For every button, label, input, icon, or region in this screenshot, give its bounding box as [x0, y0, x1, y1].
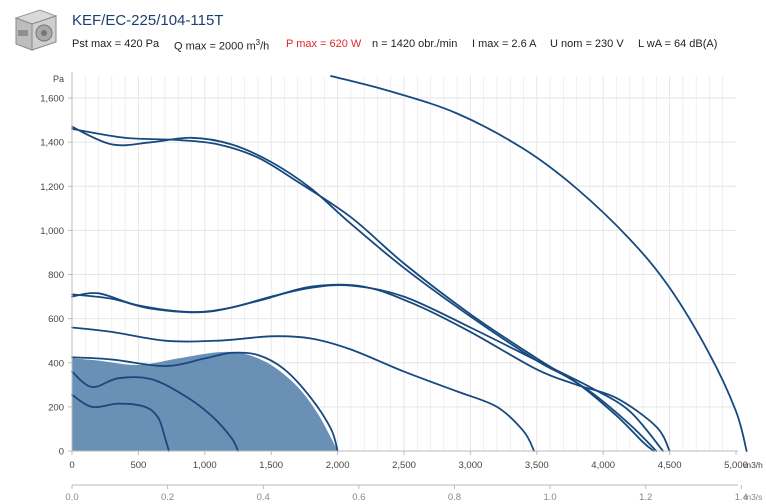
y-tick-label: 1,200	[40, 182, 64, 193]
x-tick-label: 1,000	[193, 460, 217, 471]
y-tick-label: 400	[48, 358, 64, 369]
y-axis-unit: Pa	[53, 74, 64, 84]
fan-performance-chart: 0 200 400 600 800 1,000 1,200 1,400 1,600 Pa 0 500 1…	[40, 72, 763, 503]
x-tick-label: 2,000	[326, 460, 350, 471]
spec-i: I max = 2.6 A	[472, 38, 537, 50]
x-tick-label: 3,500	[525, 460, 549, 471]
spec-u: U nom = 230 V	[550, 38, 624, 50]
x-tick-label: 5,000	[724, 460, 748, 471]
y-tick-label: 200	[48, 402, 64, 413]
y-tick-label: 1,400	[40, 138, 64, 149]
performance-curve-5	[71, 283, 671, 452]
y-tick-label: 1,000	[40, 226, 64, 237]
y-tick-label: 800	[48, 270, 64, 281]
x-tick-label: 0	[69, 460, 74, 471]
spec-q: Q max = 2000 m3/h	[174, 38, 270, 53]
axes	[68, 72, 742, 489]
x2-tick-label: 1.0	[543, 492, 556, 503]
tick-labels: 0 200 400 600 800 1,000 1,200 1,400 1,600 Pa 0 500 1…	[40, 74, 763, 503]
x2-tick-label: 1.2	[639, 492, 652, 503]
x2-tick-label: 0.6	[352, 492, 365, 503]
spec-l: L wA = 64 dB(A)	[638, 38, 718, 50]
product-header: KEF/EC-225/104-115T Pst max = 420 Pa Q m…	[0, 0, 766, 62]
x2-tick-label: 0.4	[257, 492, 270, 503]
y-tick-label: 0	[59, 447, 64, 458]
performance-curve-3	[330, 75, 748, 452]
y-tick-label: 1,600	[40, 94, 64, 105]
x2-axis-unit: m3/s	[744, 492, 762, 502]
spec-pst: Pst max = 420 Pa	[72, 38, 160, 50]
x-tick-label: 4,500	[658, 460, 682, 471]
performance-curve-8	[71, 370, 239, 452]
x2-tick-label: 0.0	[65, 492, 78, 503]
performance-curve-9	[71, 393, 170, 452]
performance-curve-2	[71, 128, 658, 452]
x2-tick-label: 1.4	[735, 492, 748, 503]
spec-p: P max = 620 W	[286, 38, 362, 50]
performance-curve-7	[71, 351, 339, 452]
y-tick-label: 600	[48, 314, 64, 325]
x-tick-label: 500	[130, 460, 146, 471]
x-axis-unit: m3/h	[744, 460, 763, 470]
x-tick-label: 4,000	[591, 460, 615, 471]
x-tick-label: 3,000	[459, 460, 483, 471]
x2-tick-label: 0.2	[161, 492, 174, 503]
x-tick-label: 1,500	[259, 460, 283, 471]
curve-series	[71, 75, 748, 452]
x-tick-label: 2,500	[392, 460, 416, 471]
spec-n: n = 1420 obr./min	[372, 38, 458, 50]
x2-tick-label: 0.8	[448, 492, 461, 503]
product-title: KEF/EC-225/104-115T	[72, 12, 224, 29]
performance-curve-6	[71, 326, 535, 452]
fan-box-icon	[14, 9, 58, 51]
